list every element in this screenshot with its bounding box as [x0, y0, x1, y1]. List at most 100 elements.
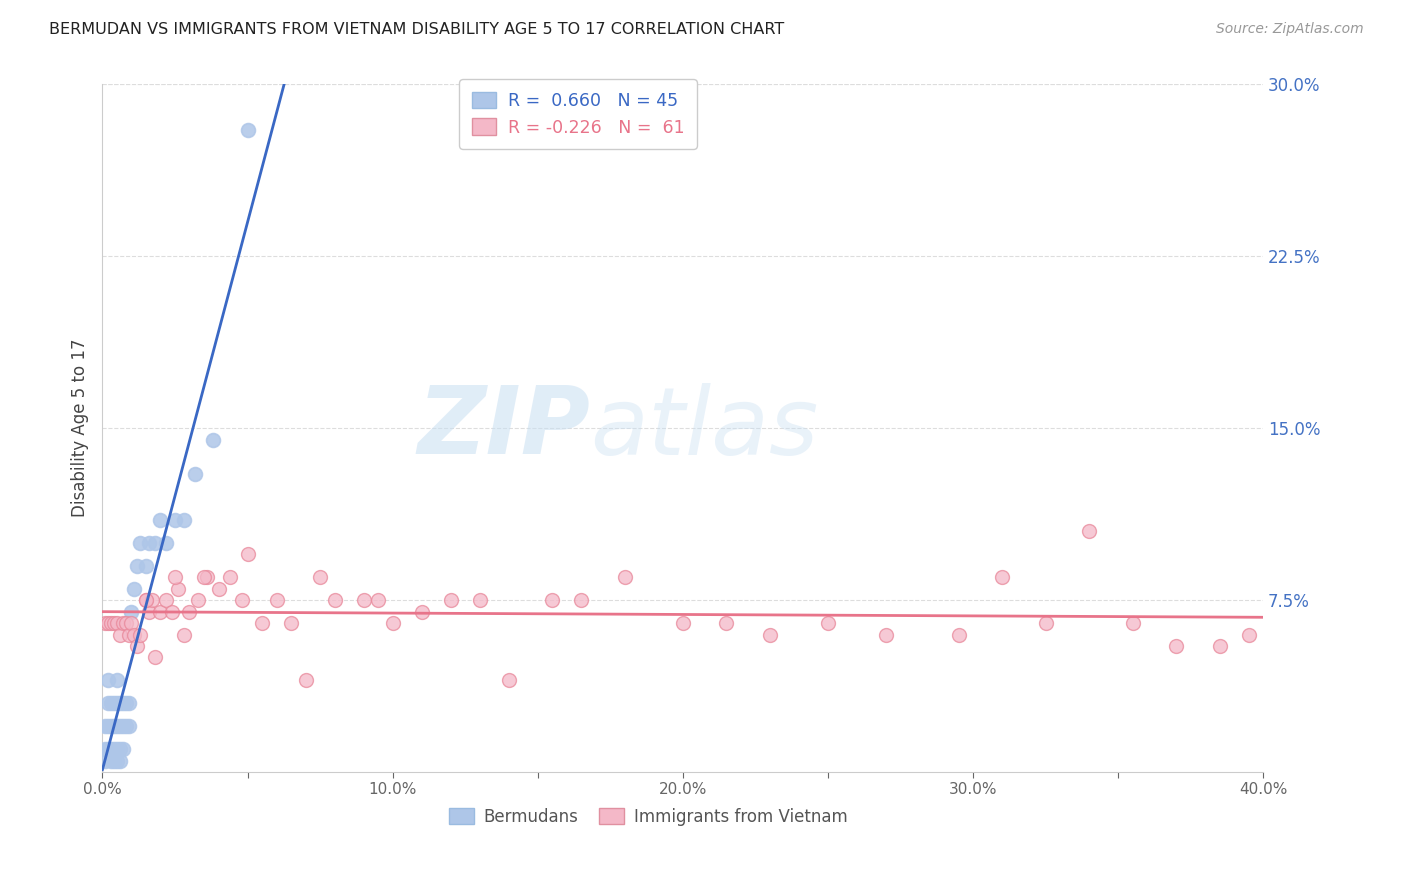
Point	[250, 616, 273, 631]
Point	[94, 742, 117, 756]
Point	[207, 582, 229, 596]
Point	[155, 593, 177, 607]
Point	[468, 593, 491, 607]
Point	[173, 627, 195, 641]
Point	[129, 536, 152, 550]
Point	[323, 593, 346, 607]
Point	[103, 719, 125, 733]
Point	[94, 719, 117, 733]
Point	[155, 536, 177, 550]
Point	[143, 650, 166, 665]
Point	[105, 616, 128, 631]
Point	[127, 558, 149, 573]
Point	[117, 696, 139, 710]
Point	[236, 123, 259, 137]
Point	[100, 754, 122, 768]
Point	[231, 593, 253, 607]
Point	[948, 627, 970, 641]
Point	[367, 593, 389, 607]
Point	[105, 754, 128, 768]
Point	[498, 673, 520, 688]
Point	[127, 639, 149, 653]
Point	[117, 627, 139, 641]
Point	[97, 719, 120, 733]
Point	[201, 433, 224, 447]
Point	[135, 593, 157, 607]
Point	[103, 742, 125, 756]
Point	[105, 696, 128, 710]
Point	[105, 719, 128, 733]
Point	[97, 616, 120, 631]
Point	[111, 742, 134, 756]
Point	[111, 616, 134, 631]
Point	[219, 570, 242, 584]
Point	[309, 570, 332, 584]
Point	[1078, 524, 1101, 539]
Point	[143, 536, 166, 550]
Text: BERMUDAN VS IMMIGRANTS FROM VIETNAM DISABILITY AGE 5 TO 17 CORRELATION CHART: BERMUDAN VS IMMIGRANTS FROM VIETNAM DISA…	[49, 22, 785, 37]
Point	[149, 605, 172, 619]
Point	[1122, 616, 1144, 631]
Point	[1166, 639, 1188, 653]
Point	[114, 616, 136, 631]
Point	[541, 593, 564, 607]
Point	[613, 570, 636, 584]
Point	[97, 696, 120, 710]
Point	[105, 673, 128, 688]
Point	[294, 673, 316, 688]
Point	[135, 593, 157, 607]
Point	[100, 719, 122, 733]
Point	[97, 742, 120, 756]
Text: atlas: atlas	[591, 383, 818, 474]
Point	[114, 696, 136, 710]
Point	[160, 605, 183, 619]
Point	[187, 593, 209, 607]
Point	[97, 673, 120, 688]
Y-axis label: Disability Age 5 to 17: Disability Age 5 to 17	[72, 339, 89, 517]
Point	[875, 627, 897, 641]
Point	[108, 754, 131, 768]
Point	[129, 627, 152, 641]
Point	[1035, 616, 1057, 631]
Text: ZIP: ZIP	[418, 383, 591, 475]
Point	[105, 742, 128, 756]
Point	[108, 627, 131, 641]
Point	[94, 754, 117, 768]
Legend: Bermudans, Immigrants from Vietnam: Bermudans, Immigrants from Vietnam	[441, 801, 853, 832]
Point	[716, 616, 738, 631]
Point	[179, 605, 201, 619]
Point	[381, 616, 404, 631]
Point	[120, 605, 142, 619]
Point	[138, 536, 160, 550]
Point	[440, 593, 463, 607]
Point	[120, 616, 142, 631]
Point	[266, 593, 288, 607]
Point	[280, 616, 302, 631]
Text: Source: ZipAtlas.com: Source: ZipAtlas.com	[1216, 22, 1364, 37]
Point	[94, 616, 117, 631]
Point	[236, 547, 259, 561]
Point	[103, 754, 125, 768]
Point	[167, 582, 190, 596]
Point	[184, 467, 207, 481]
Point	[163, 570, 186, 584]
Point	[124, 627, 146, 641]
Point	[114, 719, 136, 733]
Point	[124, 582, 146, 596]
Point	[100, 696, 122, 710]
Point	[108, 742, 131, 756]
Point	[193, 570, 215, 584]
Point	[117, 719, 139, 733]
Point	[149, 513, 172, 527]
Point	[672, 616, 695, 631]
Point	[173, 513, 195, 527]
Point	[1237, 627, 1260, 641]
Point	[103, 696, 125, 710]
Point	[759, 627, 782, 641]
Point	[100, 742, 122, 756]
Point	[100, 616, 122, 631]
Point	[138, 605, 160, 619]
Point	[111, 696, 134, 710]
Point	[163, 513, 186, 527]
Point	[111, 719, 134, 733]
